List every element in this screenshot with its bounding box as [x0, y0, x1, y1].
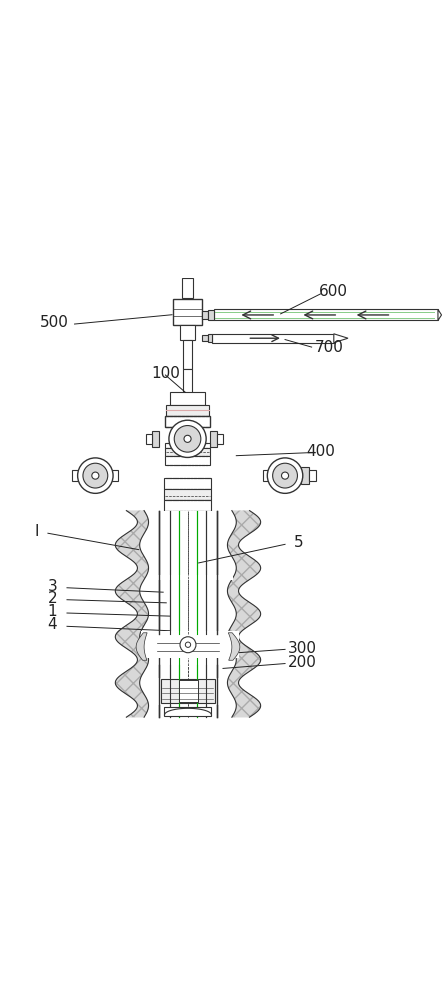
- Bar: [165, 416, 210, 427]
- Circle shape: [83, 463, 108, 488]
- Bar: [152, 431, 159, 447]
- Circle shape: [92, 472, 99, 479]
- Circle shape: [78, 458, 113, 493]
- Bar: [146, 434, 152, 444]
- Bar: [208, 310, 214, 320]
- Text: 400: 400: [306, 444, 335, 459]
- Bar: [214, 309, 438, 320]
- Bar: [166, 405, 209, 416]
- Polygon shape: [334, 334, 348, 343]
- Circle shape: [169, 420, 206, 457]
- Text: 2: 2: [48, 591, 57, 606]
- Bar: [165, 456, 210, 465]
- Bar: [165, 448, 210, 456]
- Bar: [165, 707, 211, 716]
- Bar: [157, 678, 221, 705]
- Bar: [217, 434, 223, 444]
- Bar: [165, 489, 211, 500]
- Bar: [111, 470, 118, 481]
- Text: 300: 300: [288, 641, 317, 656]
- Bar: [263, 470, 270, 481]
- Text: I: I: [35, 524, 39, 539]
- Bar: [179, 680, 198, 702]
- Circle shape: [174, 426, 201, 452]
- Polygon shape: [227, 511, 260, 717]
- Bar: [183, 340, 192, 369]
- Bar: [202, 335, 208, 341]
- Bar: [150, 575, 233, 580]
- Bar: [212, 334, 334, 343]
- Bar: [309, 470, 316, 481]
- Bar: [72, 470, 80, 481]
- Bar: [210, 431, 217, 447]
- Bar: [141, 631, 239, 658]
- Bar: [301, 467, 309, 484]
- Polygon shape: [438, 309, 442, 320]
- Circle shape: [273, 463, 297, 488]
- Circle shape: [281, 472, 289, 479]
- Text: 4: 4: [48, 617, 57, 632]
- Bar: [181, 325, 194, 340]
- Polygon shape: [228, 633, 240, 660]
- Text: 3: 3: [47, 579, 57, 594]
- Text: 200: 200: [289, 655, 317, 670]
- Bar: [173, 299, 202, 325]
- Text: 1: 1: [48, 604, 57, 619]
- Bar: [103, 467, 111, 484]
- Polygon shape: [136, 633, 147, 660]
- Bar: [170, 392, 205, 405]
- Bar: [183, 369, 192, 394]
- Bar: [165, 478, 211, 489]
- Circle shape: [267, 458, 303, 493]
- Text: 100: 100: [151, 366, 180, 381]
- Bar: [80, 467, 87, 484]
- Bar: [270, 467, 277, 484]
- Polygon shape: [116, 511, 149, 717]
- Bar: [165, 500, 211, 511]
- Text: 700: 700: [315, 340, 344, 355]
- Bar: [141, 632, 236, 658]
- Circle shape: [180, 637, 196, 653]
- Circle shape: [186, 642, 190, 647]
- Text: 500: 500: [40, 315, 69, 330]
- Bar: [208, 334, 212, 342]
- Bar: [165, 443, 210, 448]
- Circle shape: [184, 435, 191, 442]
- Bar: [202, 311, 208, 319]
- Bar: [161, 679, 215, 703]
- Text: 5: 5: [293, 535, 303, 550]
- Bar: [150, 511, 225, 717]
- Text: 600: 600: [319, 284, 348, 299]
- Bar: [182, 278, 193, 298]
